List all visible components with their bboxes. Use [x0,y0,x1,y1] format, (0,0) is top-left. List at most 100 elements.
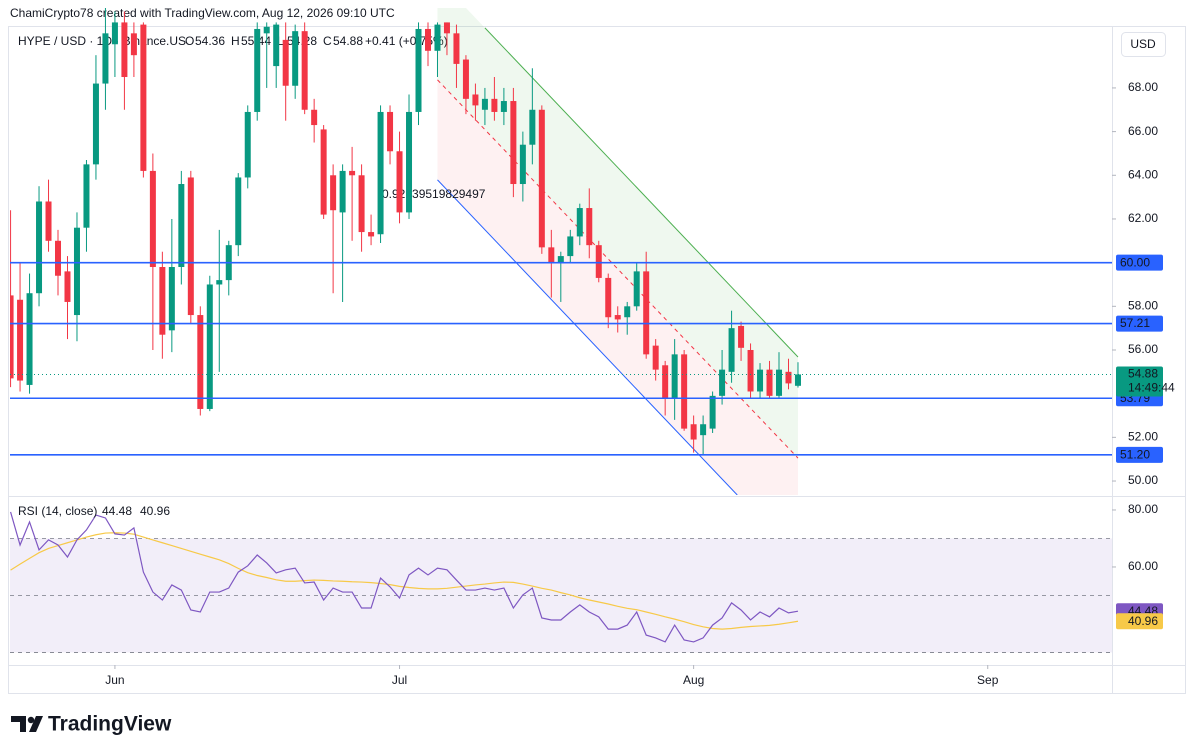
candle-body [643,271,650,355]
candle-body [557,256,564,263]
level-label-box [1116,315,1163,332]
candle-body [83,164,90,228]
rsi-y-tick-label: 60.00 [1128,559,1158,573]
candle-body [462,59,469,99]
candle-body [671,354,678,399]
candle-body [206,284,213,409]
level-label: 51.20 [1120,447,1150,461]
level-label-box [1116,446,1163,463]
candle-body [624,306,631,318]
candle-body [567,236,574,257]
candle-body [681,354,688,429]
logo-text: TradingView [48,713,172,736]
logo-icon-dot [27,716,35,724]
candle-body [273,24,280,67]
candle-body [586,208,593,246]
candle-body [529,109,536,145]
countdown: 14:49:44 [1128,381,1175,395]
rsi-ma-legend-value: 40.96 [140,504,170,518]
rsi-ma-value-box [1116,613,1163,630]
rsi-legend-value: 44.48 [102,504,132,518]
candle-body [406,111,413,213]
candle-body [481,98,488,110]
x-tick-label: Jun [105,673,124,687]
candle-body [719,369,726,396]
candle-body [17,299,24,381]
candle-body [111,22,118,45]
y-tick-label: 50.00 [1128,473,1158,487]
candle-body [320,129,327,215]
candle-body [728,328,735,372]
candle-body [178,184,185,268]
candle-body [26,293,33,385]
y-tick-label: 62.00 [1128,211,1158,225]
candle-body [424,28,431,51]
footer-logo: TradingView [11,713,172,736]
candle-body [690,424,697,440]
candle-body [121,22,128,78]
legend-key: L [277,34,284,48]
candle-body [140,24,147,171]
y-tick-label: 52.00 [1128,430,1158,444]
candle-body [159,267,166,335]
candle-body [168,267,175,331]
candle-body [292,31,299,86]
candle-body [576,208,583,237]
rsi-title: RSI (14, close) [18,504,97,518]
candle-body [368,232,375,237]
channel-upper-fill [437,8,798,459]
last-price-box [1116,366,1163,397]
rsi-ma-value: 40.96 [1128,614,1158,628]
rsi-band [10,538,1112,653]
candle-body [73,227,80,316]
candle-body [443,22,450,34]
candle-body [614,315,621,320]
currency-button[interactable] [1121,32,1166,57]
candle-body [766,369,773,396]
candle-body [500,101,507,112]
candle-body [216,280,223,285]
level-label: 57.21 [1120,316,1150,330]
candle-body [235,177,242,246]
candle-body [709,395,716,429]
candle-body [700,424,707,436]
candle-body [633,271,640,307]
candle-body [330,175,337,211]
y-tick-label: 68.00 [1128,80,1158,94]
candle-body [472,94,479,106]
legend-key: C [323,34,332,48]
candle-body [301,31,308,110]
rsi-line [10,511,799,643]
candle-body [358,175,365,233]
candle-body [387,111,394,152]
candle-body [187,177,194,316]
candle-body [36,201,43,294]
candle-body [510,101,517,185]
candle-body [45,201,52,241]
y-tick-label: 66.00 [1128,124,1158,138]
candle-body [491,98,498,112]
symbol: HYPE / USD · 1D · Binance.US [18,34,186,48]
candle-body [776,369,783,396]
candle-body [538,109,545,248]
x-tick-label: Sep [977,673,999,687]
candle-body [396,151,403,213]
last-price: 54.88 [1128,367,1158,381]
rsi-y-tick-label: 80.00 [1128,502,1158,516]
candle-body [738,325,745,348]
candle-body [453,33,460,64]
currency[interactable]: USD [1130,37,1156,51]
channel-upper [484,27,799,358]
channel-lower-fill [437,79,798,495]
candle-body [747,349,754,392]
x-tick-label: Jul [392,673,407,687]
candle-body [652,345,659,370]
level-label-box [1116,254,1163,271]
candle-body [662,365,669,399]
logo-icon [11,716,43,732]
candle-body [197,315,204,409]
candle-body [349,170,356,176]
candle-body [10,295,14,379]
rsi-pane [10,511,1112,653]
price-pane: 0.92639519829497 [10,8,801,495]
